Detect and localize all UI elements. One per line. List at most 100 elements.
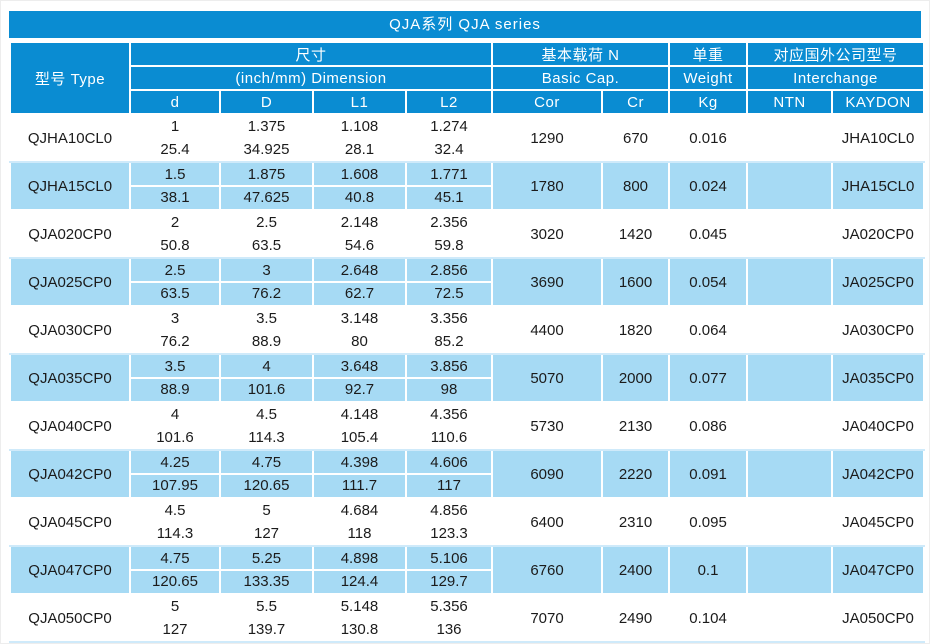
header-load-cn: 基本载荷 N	[491, 41, 671, 67]
value-mm: 92.7	[344, 381, 375, 398]
dim-D-cell: 3.5 88.9	[219, 306, 314, 355]
table-row: QJA020CP0 2 50.8 2.5 63.5 2.148 54.6 2.356 59.8 3…	[9, 210, 926, 259]
value-mm: 54.6	[344, 237, 375, 254]
table-row: QJA050CP0 5 127 5.5 139.7 5.148 130.8 5.356 136 7…	[9, 594, 926, 643]
cr-cell: 2220	[601, 449, 671, 499]
dim-d-cell: 4.5 114.3	[129, 498, 221, 547]
ntn-cell	[746, 594, 834, 643]
value-inch: 4.898	[315, 548, 404, 571]
dim-L1-cell: 4.148 105.4	[312, 402, 407, 451]
value-inch: 4.75	[222, 452, 311, 475]
kaydon-cell: JA025CP0	[831, 257, 926, 307]
dim-d-cell: 2 50.8	[129, 210, 221, 259]
dim-L2-cell: 4.856 123.3	[404, 498, 494, 547]
value-mm: 133.35	[243, 573, 290, 590]
dim-d-cell: 1 25.4	[129, 114, 221, 163]
dim-L1-cell: 2.148 54.6	[312, 210, 407, 259]
cr-cell: 1600	[601, 257, 671, 307]
value-mm: 62.7	[344, 285, 375, 302]
value-mm: 101.6	[247, 381, 286, 398]
header-interchange-cn: 对应国外公司型号	[746, 41, 926, 67]
dim-L1-cell: 1.108 28.1	[312, 114, 407, 163]
dim-d-cell: 3 76.2	[129, 306, 221, 355]
value-inch: 4	[170, 406, 180, 423]
value-inch: 1.771	[408, 164, 491, 187]
value-inch: 2.856	[408, 260, 491, 283]
value-inch: 1.375	[247, 118, 286, 135]
value-inch: 5	[170, 598, 180, 615]
dim-L1-cell: 4.684 118	[312, 498, 407, 547]
value-mm: 114.3	[156, 525, 194, 542]
value-mm: 114.3	[248, 429, 285, 446]
table-title: QJA系列 QJA series	[9, 11, 921, 38]
kg-cell: 0.064	[668, 306, 749, 355]
table-row: QJHA15CL0 1.5 38.1 1.875 47.625 1.608 40.8 1.77…	[9, 161, 926, 211]
cr-cell: 2490	[601, 594, 671, 643]
value-inch: 2.5	[256, 214, 277, 231]
kg-cell: 0.086	[668, 402, 749, 451]
ntn-cell	[746, 306, 834, 355]
table-row: QJA025CP0 2.5 63.5 3 76.2 2.648 62.7 2.856 72.5 3…	[9, 257, 926, 307]
dim-D-cell: 4.75 120.65	[219, 449, 314, 499]
value-mm: 127	[162, 621, 188, 638]
value-mm: 129.7	[430, 573, 468, 590]
dim-d-cell: 4 101.6	[129, 402, 221, 451]
kaydon-cell: JHA15CL0	[831, 161, 926, 211]
dim-D-cell: 2.5 63.5	[219, 210, 314, 259]
kaydon-cell: JA045CP0	[831, 498, 926, 547]
cor-cell: 7070	[491, 594, 604, 643]
ntn-cell	[746, 210, 834, 259]
value-mm: 98	[440, 381, 458, 398]
value-mm: 117	[437, 477, 461, 494]
dim-D-cell: 1.375 34.925	[219, 114, 314, 163]
dim-D-cell: 4 101.6	[219, 353, 314, 403]
value-mm: 136	[436, 621, 462, 638]
value-inch: 4.606	[408, 452, 491, 475]
kg-cell: 0.045	[668, 210, 749, 259]
ntn-cell	[746, 498, 834, 547]
value-inch: 5.356	[430, 598, 468, 615]
kaydon-cell: JA050CP0	[831, 594, 926, 643]
table-row: QJA042CP0 4.25 107.95 4.75 120.65 4.398 111.7 4…	[9, 449, 926, 499]
table-row: QJA035CP0 3.5 88.9 4 101.6 3.648 92.7 3.856 98 50…	[9, 353, 926, 403]
value-inch: 2.648	[315, 260, 404, 283]
bearing-spec-table: 型号 Type 尺寸 基本载荷 N 单重 对应国外公司型号 (inch/mm) …	[9, 41, 926, 643]
header-type: 型号 Type	[9, 41, 131, 115]
header-col-L1: L1	[312, 89, 407, 115]
value-mm: 72.5	[434, 285, 464, 302]
value-inch: 2.356	[430, 214, 468, 231]
header-col-d: d	[129, 89, 221, 115]
table-row: QJA047CP0 4.75 120.65 5.25 133.35 4.898 124.4 5…	[9, 545, 926, 595]
cor-cell: 6760	[491, 545, 604, 595]
dim-L1-cell: 3.648 92.7	[312, 353, 407, 403]
kg-cell: 0.104	[668, 594, 749, 643]
model-cell: QJHA10CL0	[9, 114, 131, 163]
ntn-cell	[746, 402, 834, 451]
value-inch: 2	[170, 214, 180, 231]
dim-L2-cell: 5.356 136	[404, 594, 494, 643]
value-inch: 1	[170, 118, 180, 135]
table-row: QJHA10CL0 1 25.4 1.375 34.925 1.108 28.1 1.274 3…	[9, 114, 926, 163]
cr-cell: 2400	[601, 545, 671, 595]
cor-cell: 6090	[491, 449, 604, 499]
dim-L2-cell: 5.106 129.7	[404, 545, 494, 595]
header-col-D: D	[219, 89, 314, 115]
dim-L1-cell: 2.648 62.7	[312, 257, 407, 307]
dim-L1-cell: 3.148 80	[312, 306, 407, 355]
table-body: QJHA10CL0 1 25.4 1.375 34.925 1.108 28.1 1.274 3…	[9, 114, 926, 643]
ntn-cell	[746, 449, 834, 499]
kg-cell: 0.024	[668, 161, 749, 211]
header-col-kg: Kg	[668, 89, 749, 115]
ntn-cell	[746, 114, 834, 163]
value-mm: 80	[351, 333, 368, 350]
cor-cell: 1780	[491, 161, 604, 211]
header-load-en: Basic Cap.	[491, 65, 671, 91]
table-row: QJA045CP0 4.5 114.3 5 127 4.684 118 4.856 123.3 6…	[9, 498, 926, 547]
kg-cell: 0.1	[668, 545, 749, 595]
dim-L1-cell: 1.608 40.8	[312, 161, 407, 211]
cr-cell: 1420	[601, 210, 671, 259]
value-mm: 110.6	[430, 429, 468, 446]
dim-D-cell: 1.875 47.625	[219, 161, 314, 211]
value-inch: 5.5	[256, 598, 277, 615]
model-cell: QJA040CP0	[9, 402, 131, 451]
